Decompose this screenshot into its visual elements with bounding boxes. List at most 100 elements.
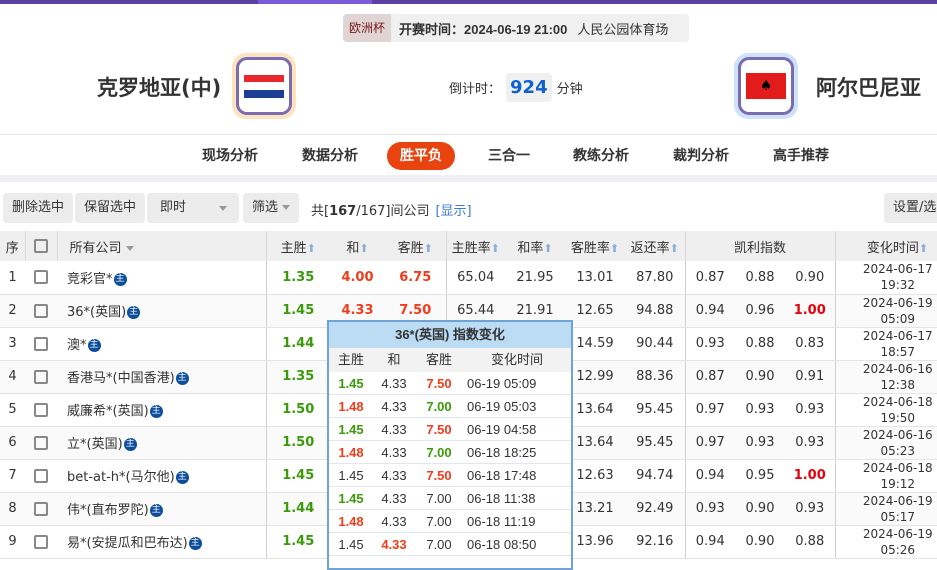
tab-referee-analysis[interactable]: 裁判分析 bbox=[673, 142, 729, 170]
company-cell[interactable]: 36*(英国)主 bbox=[57, 294, 266, 327]
home-odds[interactable]: 1.35 bbox=[266, 360, 330, 393]
company-name[interactable]: bet-at-h*(马尔他) bbox=[67, 470, 175, 485]
kelly-away: 0.93 bbox=[785, 492, 835, 525]
col-time[interactable]: 变化时间⬆ bbox=[835, 231, 937, 261]
select-all-checkbox[interactable] bbox=[25, 231, 57, 261]
popup-away: 7.00 bbox=[415, 487, 463, 509]
col-away[interactable]: 客胜⬆ bbox=[385, 231, 446, 261]
row-checkbox[interactable] bbox=[25, 459, 57, 492]
change-date: 2024-06-19 bbox=[836, 295, 937, 311]
change-date: 2024-06-17 bbox=[836, 328, 937, 344]
company-cell[interactable]: 伟*(直布罗陀)主 bbox=[57, 492, 266, 525]
popup-home: 1.45 bbox=[329, 418, 373, 440]
company-name[interactable]: 伟*(直布罗陀) bbox=[67, 503, 149, 518]
away-odds[interactable]: 6.75 bbox=[385, 261, 446, 294]
row-checkbox[interactable] bbox=[25, 261, 57, 294]
tab-expert-picks[interactable]: 高手推荐 bbox=[773, 142, 829, 170]
row-checkbox[interactable] bbox=[25, 426, 57, 459]
change-clock: 05:17 bbox=[836, 509, 937, 525]
kelly-away: 0.88 bbox=[785, 525, 835, 558]
company-cell[interactable]: 香港马*(中国香港)主 bbox=[57, 360, 266, 393]
col-home[interactable]: 主胜⬆ bbox=[266, 231, 330, 261]
row-checkbox[interactable] bbox=[25, 360, 57, 393]
delete-selected-button[interactable]: 删除选中 bbox=[3, 193, 73, 223]
company-cell[interactable]: bet-at-h*(马尔他)主 bbox=[57, 459, 266, 492]
croatia-flag-icon bbox=[244, 75, 284, 98]
company-cell[interactable]: 立*(英国)主 bbox=[57, 426, 266, 459]
change-clock: 05:09 bbox=[836, 311, 937, 327]
col-away-rate[interactable]: 客胜率⬆ bbox=[565, 231, 625, 261]
kelly-away: 0.93 bbox=[785, 426, 835, 459]
company-name[interactable]: 36*(英国) bbox=[67, 305, 126, 320]
company-cell[interactable]: 易*(安提瓜和巴布达)主 bbox=[57, 525, 266, 558]
tab-live-analysis[interactable]: 现场分析 bbox=[202, 142, 258, 170]
home-team-flag[interactable] bbox=[232, 53, 296, 119]
company-name[interactable]: 香港马*(中国香港) bbox=[67, 371, 175, 386]
col-home-rate[interactable]: 主胜率⬆ bbox=[446, 231, 505, 261]
col-draw[interactable]: 和⬆ bbox=[330, 231, 385, 261]
kelly-draw: 0.90 bbox=[735, 360, 785, 393]
return-rate: 88.36 bbox=[625, 360, 685, 393]
popup-draw: 4.33 bbox=[373, 395, 415, 417]
home-odds[interactable]: 1.45 bbox=[266, 459, 330, 492]
kelly-draw: 0.95 bbox=[735, 459, 785, 492]
company-name[interactable]: 易*(安提瓜和巴布达) bbox=[67, 536, 188, 551]
tab-coach-analysis[interactable]: 教练分析 bbox=[573, 142, 629, 170]
home-odds[interactable]: 1.44 bbox=[266, 327, 330, 360]
return-rate: 95.45 bbox=[625, 393, 685, 426]
row-checkbox[interactable] bbox=[25, 294, 57, 327]
filter-dropdown[interactable]: 筛选 bbox=[243, 193, 299, 223]
away-rate: 12.65 bbox=[565, 294, 625, 327]
row-checkbox[interactable] bbox=[25, 492, 57, 525]
row-checkbox[interactable] bbox=[25, 393, 57, 426]
company-name[interactable]: 澳* bbox=[67, 338, 87, 353]
main-badge-icon: 主 bbox=[114, 273, 127, 286]
popup-time: 06-19 04:58 bbox=[463, 418, 571, 440]
sort-up-icon: ⬆ bbox=[307, 242, 316, 255]
home-team-name[interactable]: 克罗地亚(中) bbox=[97, 72, 221, 102]
company-name[interactable]: 竞彩官* bbox=[67, 272, 113, 287]
draw-odds[interactable]: 4.00 bbox=[330, 261, 385, 294]
col-draw-rate[interactable]: 和率⬆ bbox=[505, 231, 565, 261]
home-odds[interactable]: 1.45 bbox=[266, 294, 330, 327]
row-checkbox[interactable] bbox=[25, 525, 57, 558]
popup-col-time: 变化时间 bbox=[463, 348, 571, 372]
company-cell[interactable]: 竞彩官*主 bbox=[57, 261, 266, 294]
col-company[interactable]: 所有公司 bbox=[57, 231, 266, 261]
company-cell[interactable]: 澳*主 bbox=[57, 327, 266, 360]
popup-col-away: 客胜 bbox=[415, 348, 463, 372]
popup-time: 06-19 05:09 bbox=[463, 372, 571, 394]
popup-away: 7.00 bbox=[415, 395, 463, 417]
mode-select[interactable]: 即时 bbox=[147, 193, 239, 223]
home-odds[interactable]: 1.44 bbox=[266, 492, 330, 525]
show-link[interactable]: [显示] bbox=[435, 204, 471, 219]
keep-selected-button[interactable]: 保留选中 bbox=[75, 193, 145, 223]
home-odds[interactable]: 1.45 bbox=[266, 525, 330, 558]
company-name[interactable]: 威廉希*(英国) bbox=[67, 404, 149, 419]
home-odds[interactable]: 1.50 bbox=[266, 393, 330, 426]
company-name[interactable]: 立*(英国) bbox=[67, 437, 123, 452]
settings-button[interactable]: 设置/选 bbox=[884, 193, 937, 223]
tab-win-draw-loss[interactable]: 胜平负 bbox=[387, 142, 455, 170]
tab-three-in-one[interactable]: 三合一 bbox=[488, 142, 530, 170]
league-badge[interactable]: 欧洲杯 bbox=[343, 14, 391, 42]
away-team-flag[interactable]: ♠ bbox=[734, 53, 798, 119]
away-team-name[interactable]: 阿尔巴尼亚 bbox=[816, 72, 921, 102]
tab-data-analysis[interactable]: 数据分析 bbox=[302, 142, 358, 170]
popup-away: 7.00 bbox=[415, 441, 463, 463]
home-odds[interactable]: 1.50 bbox=[266, 426, 330, 459]
company-cell[interactable]: 威廉希*(英国)主 bbox=[57, 393, 266, 426]
col-return[interactable]: 返还率⬆ bbox=[625, 231, 685, 261]
home-odds[interactable]: 1.35 bbox=[266, 261, 330, 294]
row-checkbox[interactable] bbox=[25, 327, 57, 360]
